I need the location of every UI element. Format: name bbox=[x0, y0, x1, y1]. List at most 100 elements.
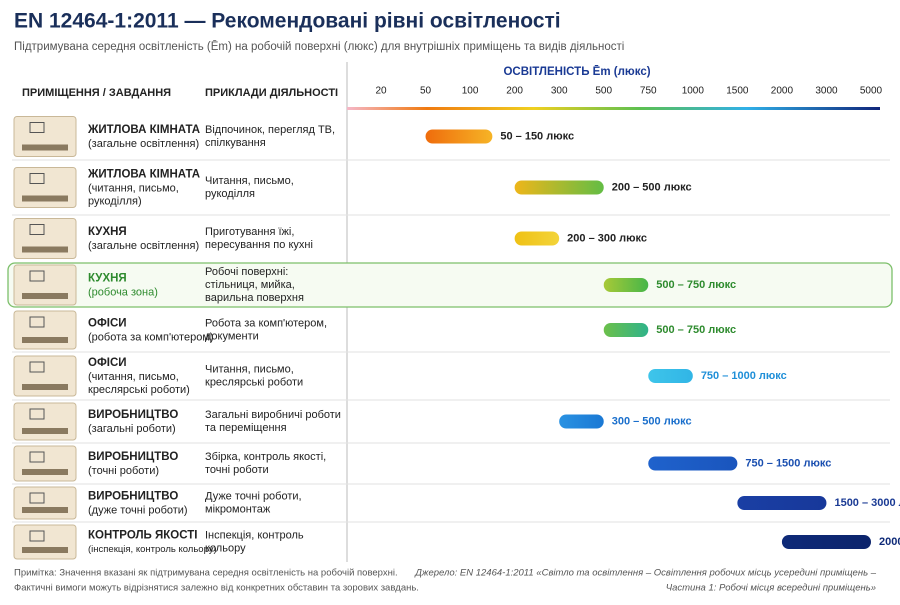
tick-label: 1500 bbox=[726, 86, 749, 97]
icon-detail bbox=[22, 428, 68, 434]
activity: стільниця, мийка, bbox=[205, 279, 295, 291]
row-name: ЖИТЛОВА КІМНАТА bbox=[87, 169, 200, 181]
icon bbox=[13, 445, 77, 482]
row-name: ОФІСИ bbox=[88, 318, 127, 330]
activity: Робочі поверхні: bbox=[205, 266, 288, 278]
activity: Загальні виробничі роботи bbox=[205, 409, 341, 421]
activity: Читання, письмо, bbox=[205, 175, 294, 187]
row-detail: (загальне освітлення) bbox=[88, 240, 199, 252]
tick-label: 500 bbox=[595, 86, 612, 97]
range-bar bbox=[603, 278, 649, 292]
icon-detail bbox=[29, 224, 45, 235]
tick-label: 3000 bbox=[815, 86, 838, 97]
row-name: КОНТРОЛЬ ЯКОСТІ bbox=[88, 530, 197, 542]
range-bar bbox=[648, 456, 738, 471]
icon-detail bbox=[29, 530, 45, 542]
icon-detail bbox=[22, 547, 68, 553]
icon-detail bbox=[22, 469, 68, 475]
activity: Приготування їжі, bbox=[205, 226, 294, 238]
range-label: 750 – 1500 люкс bbox=[745, 457, 831, 469]
row-detail: рукоділля) bbox=[88, 195, 142, 207]
activity: пересування по кухні bbox=[205, 239, 313, 251]
footnote: Примітка: Значення вказані як підтримува… bbox=[14, 568, 398, 579]
activity: кольору bbox=[205, 542, 246, 554]
activity: мікромонтаж bbox=[205, 503, 271, 515]
icon-detail bbox=[22, 144, 68, 151]
row-name: ВИРОБНИЦТВО bbox=[88, 451, 178, 463]
range-label: 200 – 300 люкс bbox=[567, 232, 647, 244]
activity: Робота за комп'ютером, bbox=[205, 317, 327, 329]
icon-detail bbox=[29, 492, 45, 504]
row-detail: (інспекція, контроль кольору) bbox=[88, 544, 217, 555]
range-bar bbox=[603, 323, 649, 337]
row-name: КУХНЯ bbox=[88, 226, 127, 238]
row-detail: (загальне освітлення) bbox=[88, 138, 199, 150]
tick-label: 750 bbox=[640, 86, 657, 97]
icon-detail bbox=[22, 337, 68, 343]
source: Джерело: EN 12464-1:2011 «Світло та осві… bbox=[414, 568, 876, 579]
source: Частина 1: Робочі місця всередині приміщ… bbox=[666, 583, 876, 594]
range-label: 300 – 500 люкс bbox=[612, 415, 692, 427]
activity: креслярські роботи bbox=[205, 376, 303, 388]
axis-title: ОСВІТЛЕНІСТЬ Ēm (люкс) bbox=[503, 66, 650, 78]
subtitle: Підтримувана середня освітленість (Ēm) н… bbox=[14, 41, 624, 53]
range-label: 1500 – 3000 люкс bbox=[834, 497, 900, 509]
title: EN 12464-1:2011 — Рекомендовані рівні ос… bbox=[14, 10, 561, 33]
row-detail: (дуже точні роботи) bbox=[88, 504, 188, 516]
range-bar bbox=[425, 129, 493, 144]
highlight-frame bbox=[7, 262, 893, 308]
row-name: ЖИТЛОВА КІМНАТА bbox=[87, 124, 200, 136]
icon-detail bbox=[29, 122, 45, 133]
column-header: ПРИКЛАДИ ДІЯЛЬНОСТІ bbox=[205, 87, 338, 99]
row-detail: (читання, письмо, bbox=[88, 371, 179, 383]
row-detail: (читання, письмо, bbox=[88, 182, 179, 194]
tick-label: 50 bbox=[420, 86, 432, 97]
activity: точні роботи bbox=[205, 464, 269, 476]
icon-detail bbox=[29, 173, 45, 184]
row-name: ВИРОБНИЦТВО bbox=[88, 491, 178, 503]
icon-detail bbox=[29, 408, 45, 420]
tick-label: 2000 bbox=[771, 86, 794, 97]
range-bar bbox=[781, 535, 871, 549]
spectrum bbox=[347, 107, 880, 110]
activity: Збірка, контроль якості, bbox=[205, 451, 326, 463]
icon-detail bbox=[22, 384, 68, 390]
range-bar bbox=[737, 496, 827, 510]
range-label: 500 – 750 люкс bbox=[656, 279, 736, 291]
range-bar bbox=[514, 180, 604, 195]
activity: Відпочинок, перегляд ТВ, bbox=[205, 124, 335, 136]
activity: Інспекція, контроль bbox=[205, 529, 304, 541]
row-detail: (робоча зона) bbox=[88, 286, 158, 298]
activity: Читання, письмо, bbox=[205, 363, 294, 375]
activity: документи bbox=[205, 330, 259, 342]
column-header: ПРИМІЩЕННЯ / ЗАВДАННЯ bbox=[22, 87, 171, 99]
activity: варильна поверхня bbox=[205, 292, 304, 304]
icon bbox=[13, 524, 77, 560]
activity: Дуже точні роботи, bbox=[205, 490, 302, 502]
tick-label: 1000 bbox=[682, 86, 705, 97]
icon-detail bbox=[29, 451, 45, 463]
footnote: Фактичні вимоги можуть відрізнятися зале… bbox=[14, 583, 419, 594]
range-label: 50 – 150 люкс bbox=[500, 130, 574, 142]
range-label: 200 – 500 люкс bbox=[612, 181, 692, 193]
range-bar bbox=[514, 231, 560, 246]
tick-label: 200 bbox=[506, 86, 523, 97]
tick-label: 300 bbox=[551, 86, 568, 97]
row-detail: (загальні роботи) bbox=[88, 423, 176, 435]
range-label: 750 – 1000 люкс bbox=[701, 370, 787, 382]
tick-label: 5000 bbox=[860, 86, 883, 97]
range-bar bbox=[648, 369, 693, 383]
icon-detail bbox=[22, 195, 68, 202]
icon bbox=[13, 486, 77, 520]
range-label: 2000 – 5000 люкс bbox=[879, 536, 900, 548]
row-detail: (точні роботи) bbox=[88, 465, 159, 477]
row-detail: (робота за комп'ютером) bbox=[88, 331, 214, 343]
icon-detail bbox=[29, 316, 45, 328]
activity: рукоділля bbox=[205, 188, 255, 200]
icon-detail bbox=[29, 361, 45, 373]
tick-label: 100 bbox=[462, 86, 479, 97]
row-name: КУХНЯ bbox=[88, 273, 127, 285]
range-label: 500 – 750 люкс bbox=[656, 324, 736, 336]
icon-detail bbox=[22, 246, 68, 253]
row-name: ВИРОБНИЦТВО bbox=[88, 409, 178, 421]
